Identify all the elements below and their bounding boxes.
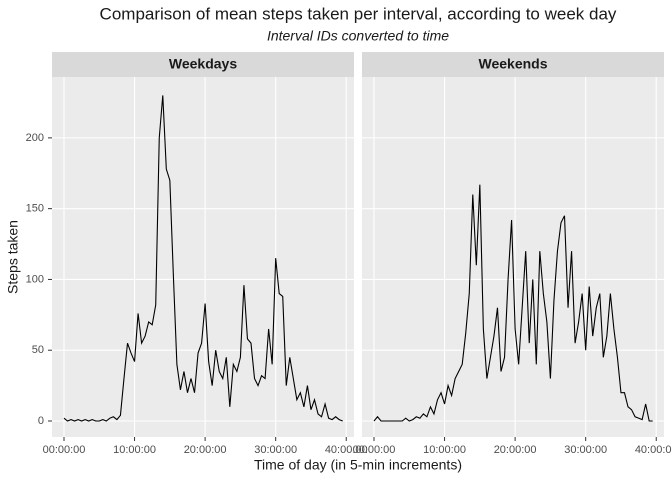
data-line (373, 184, 653, 422)
x-axis-label: Time of day (in 5-min increments) (254, 457, 462, 473)
x-tick-label: 00:00:00 (353, 444, 396, 456)
x-tick-label: 10:00:00 (423, 444, 466, 456)
chart-title: Comparison of mean steps taken per inter… (100, 4, 617, 23)
y-tick-label: 0 (38, 415, 44, 427)
x-tick-label: 20:00:00 (184, 444, 227, 456)
panel (52, 77, 354, 437)
x-tick-label: 30:00:00 (564, 444, 607, 456)
strip (362, 52, 664, 77)
facet-label: Weekends (479, 56, 548, 72)
x-tick-label: 20:00:00 (494, 444, 537, 456)
x-tick-label: 40:00:00 (635, 444, 672, 456)
x-tick-label: 10:00:00 (113, 444, 156, 456)
chart-subtitle: Interval IDs converted to time (267, 28, 449, 44)
data-line (63, 95, 343, 422)
strip (52, 52, 354, 77)
y-tick-label: 100 (26, 273, 44, 285)
y-tick-label: 150 (26, 203, 44, 215)
x-tick-label: 40:00:00 (325, 444, 368, 456)
x-tick-label: 00:00:00 (43, 444, 86, 456)
x-tick-label: 30:00:00 (254, 444, 297, 456)
y-axis-label: Steps taken (5, 220, 21, 294)
facet-label: Weekdays (169, 56, 237, 72)
y-tick-label: 50 (32, 344, 44, 356)
y-tick-label: 200 (26, 132, 44, 144)
